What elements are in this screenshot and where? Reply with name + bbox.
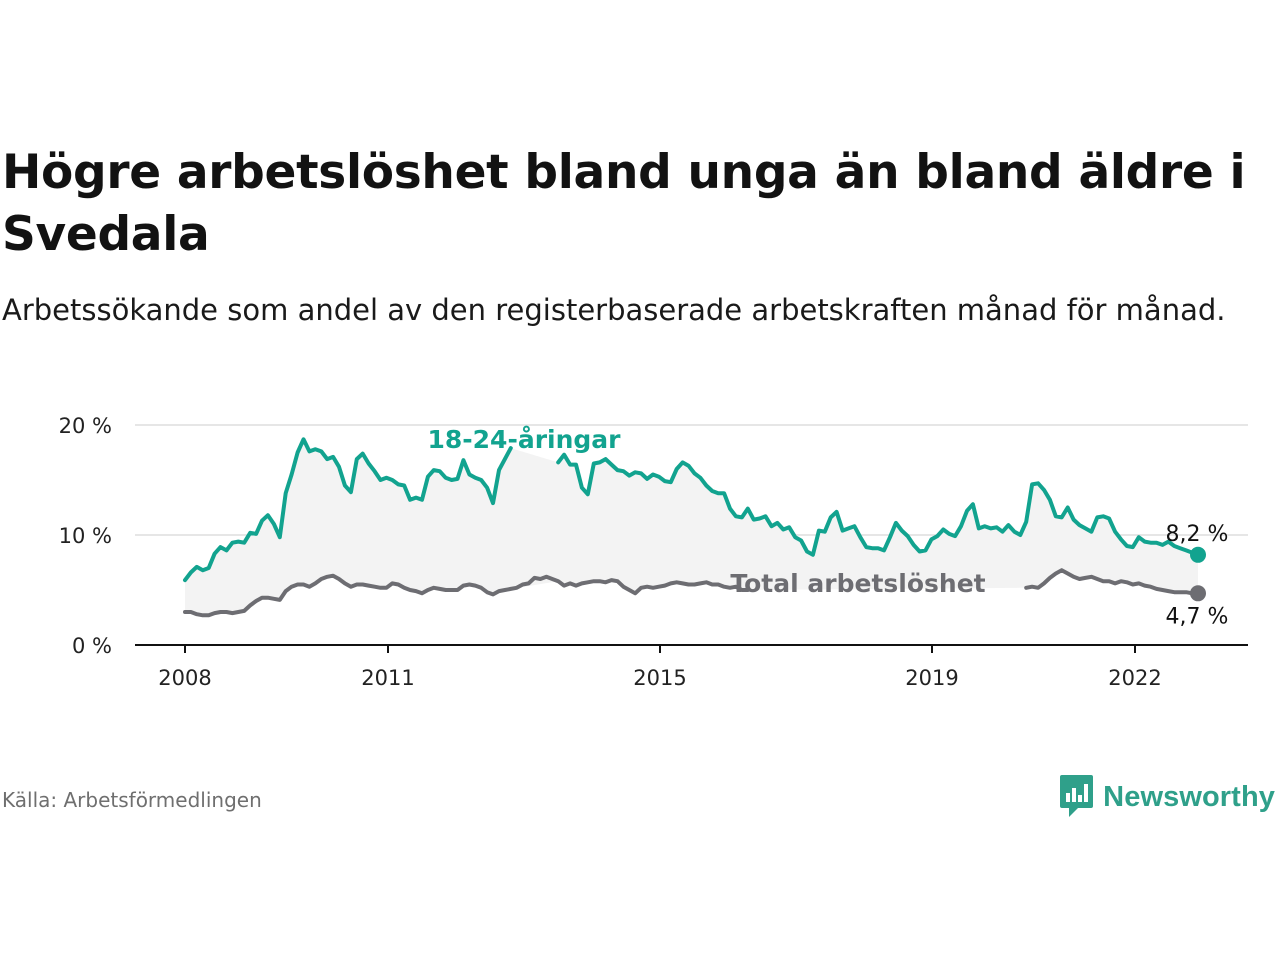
end-point-youth <box>1190 546 1206 563</box>
y-tick-label: 20 % <box>59 414 112 438</box>
source-note: Källa: Arbetsförmedlingen <box>2 788 262 812</box>
series-label-youth: 18-24-åringar <box>428 425 622 454</box>
x-tick-label: 2011 <box>361 666 414 690</box>
series-label-total: Total arbetslöshet <box>730 569 985 598</box>
brand-logo[interactable]: Newsworthy <box>1059 774 1275 820</box>
chart-title: Högre arbetslöshet bland unga än bland ä… <box>2 145 1246 262</box>
line-chart: 0 % 10 % 20 % 2008 2011 2015 2019 2022 18-24-åri… <box>59 414 1248 690</box>
series-line-youth <box>183 437 513 583</box>
range-band <box>185 439 1198 616</box>
series-line-total <box>1024 568 1200 596</box>
x-tick-label: 2022 <box>1108 666 1161 690</box>
series-line-total <box>183 573 750 618</box>
end-point-total <box>1190 585 1206 602</box>
x-tick-label: 2008 <box>158 666 211 690</box>
y-tick-label: 0 % <box>72 634 112 658</box>
end-label-total: 4,7 % <box>1166 604 1229 629</box>
bar-chart-speech-bubble-icon <box>1060 775 1094 817</box>
chart-subtitle: Arbetssökande som andel av den registerb… <box>2 293 1226 327</box>
brand-name: Newsworthy <box>1103 780 1275 813</box>
y-tick-label: 10 % <box>59 524 112 548</box>
x-tick-label: 2019 <box>905 666 958 690</box>
series-line-youth <box>556 452 1200 557</box>
end-label-youth: 8,2 % <box>1166 522 1229 547</box>
x-tick-label: 2015 <box>633 666 686 690</box>
